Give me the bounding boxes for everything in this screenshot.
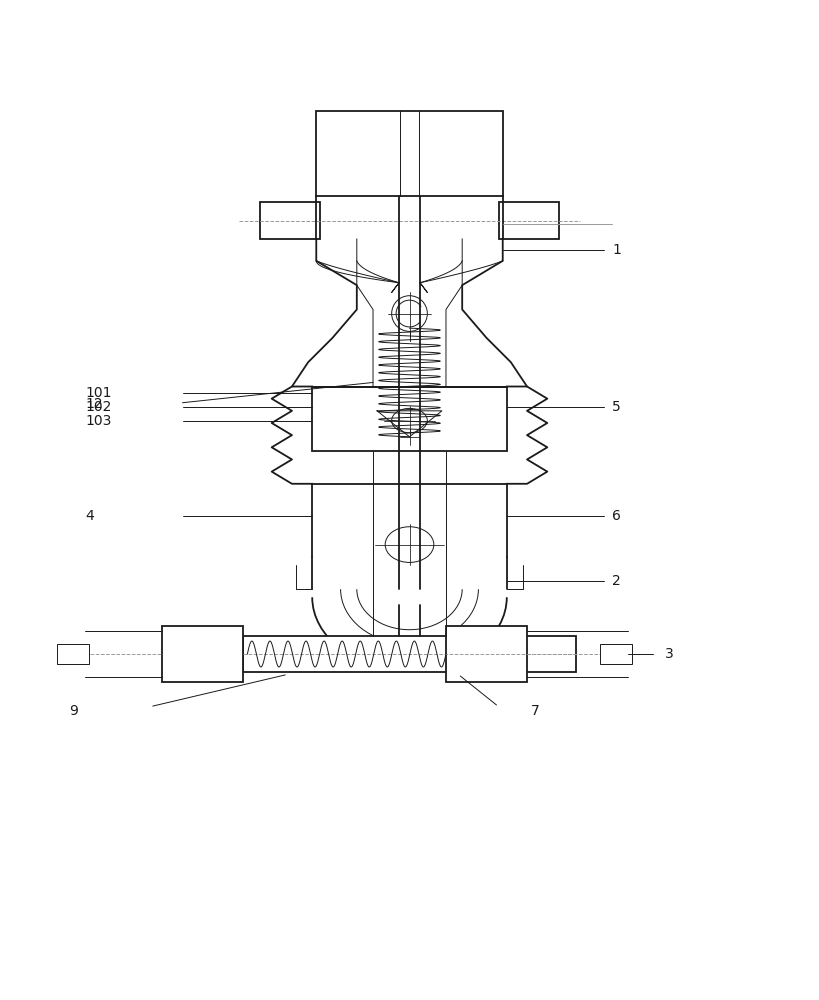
Text: 103: 103 [85, 414, 111, 428]
Text: 6: 6 [612, 509, 621, 523]
Bar [243, 636, 576, 672]
Bar [312, 387, 507, 451]
Text: 1: 1 [612, 243, 621, 257]
Bar [57, 644, 89, 664]
Text: 3: 3 [665, 647, 673, 661]
Text: 2: 2 [612, 574, 621, 588]
Bar [446, 626, 527, 682]
Text: 4: 4 [85, 509, 94, 523]
Bar [600, 644, 632, 664]
Bar [316, 111, 503, 196]
Text: 7: 7 [531, 704, 540, 718]
Bar [162, 626, 243, 682]
Bar [499, 202, 559, 239]
Bar [260, 202, 320, 239]
Text: 102: 102 [85, 400, 111, 414]
Text: 9: 9 [69, 704, 78, 718]
Text: 5: 5 [612, 400, 621, 414]
Text: 12: 12 [85, 397, 103, 411]
Text: 101: 101 [85, 386, 111, 400]
